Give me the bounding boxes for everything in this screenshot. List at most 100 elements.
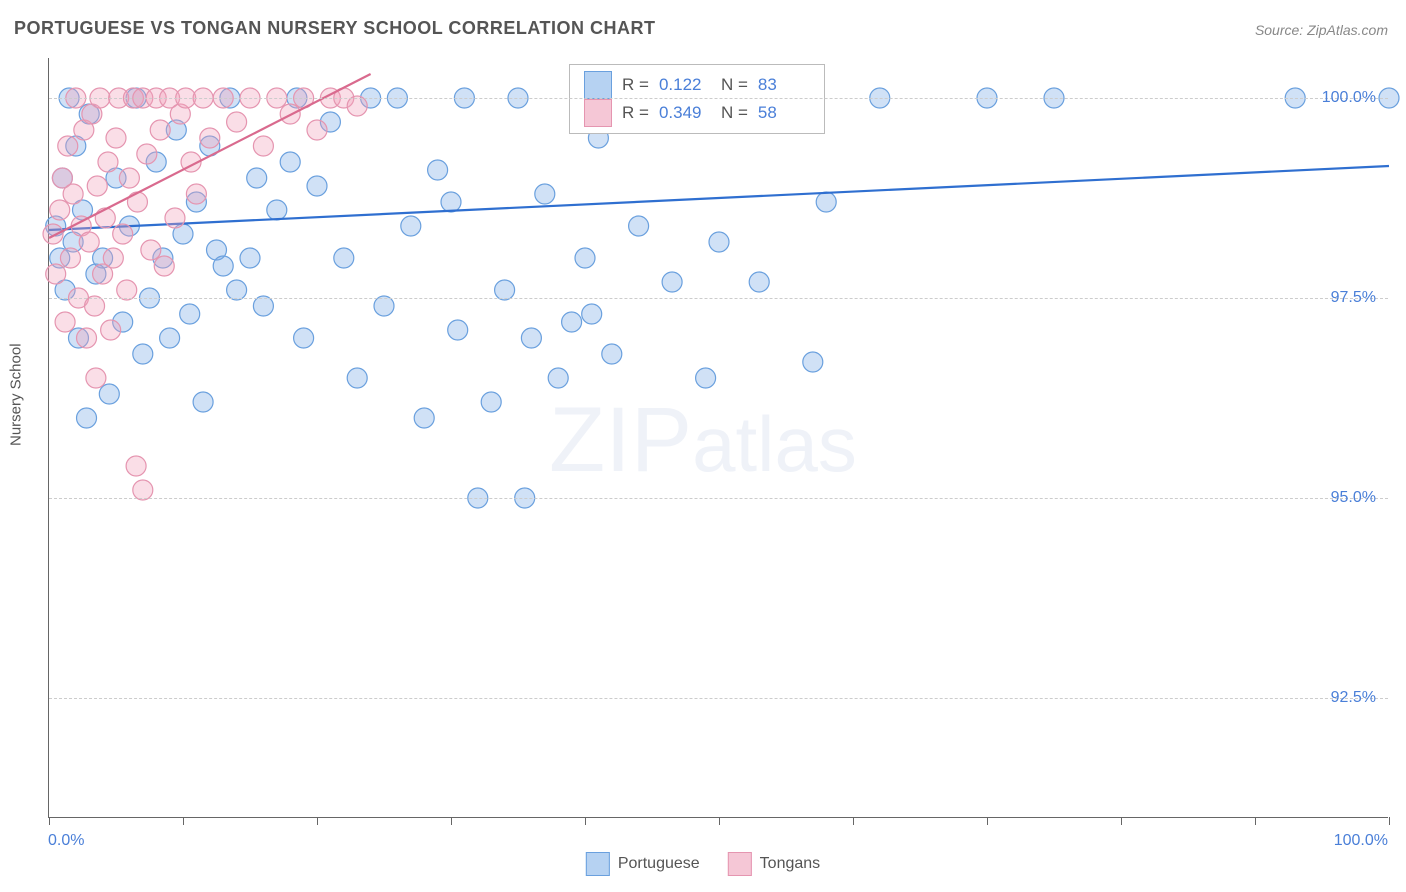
stats-N-label: N = xyxy=(721,71,748,99)
data-point xyxy=(79,232,99,252)
data-point xyxy=(77,408,97,428)
x-tick xyxy=(719,817,720,825)
data-point xyxy=(441,192,461,212)
data-point xyxy=(294,328,314,348)
data-point xyxy=(334,248,354,268)
data-point xyxy=(106,128,126,148)
gridline xyxy=(49,298,1388,299)
data-point xyxy=(562,312,582,332)
x-tick xyxy=(585,817,586,825)
data-point xyxy=(247,168,267,188)
data-point xyxy=(186,184,206,204)
chart-container: PORTUGUESE VS TONGAN NURSERY SCHOOL CORR… xyxy=(0,0,1406,892)
data-point xyxy=(696,368,716,388)
data-point xyxy=(347,368,367,388)
stats-N-value: 58 xyxy=(758,99,810,127)
x-max-label: 100.0% xyxy=(1334,832,1388,850)
data-point xyxy=(602,344,622,364)
data-point xyxy=(160,328,180,348)
data-point xyxy=(126,456,146,476)
x-tick xyxy=(317,817,318,825)
data-point xyxy=(582,304,602,324)
data-point xyxy=(280,152,300,172)
data-point xyxy=(267,200,287,220)
data-point xyxy=(180,304,200,324)
data-point xyxy=(60,248,80,268)
legend-swatch xyxy=(584,99,612,127)
data-point xyxy=(749,272,769,292)
data-point xyxy=(55,312,75,332)
data-point xyxy=(213,256,233,276)
data-point xyxy=(307,176,327,196)
data-point xyxy=(629,216,649,236)
x-min-label: 0.0% xyxy=(48,832,84,850)
data-point xyxy=(99,384,119,404)
plot-area: ZIPatlas R =0.122N =83R =0.349N =58 92.5… xyxy=(48,58,1388,818)
data-point xyxy=(86,368,106,388)
data-point xyxy=(43,224,63,244)
x-tick xyxy=(1255,817,1256,825)
legend-swatch xyxy=(584,71,612,99)
data-point xyxy=(709,232,729,252)
data-point xyxy=(193,392,213,412)
data-point xyxy=(95,208,115,228)
data-point xyxy=(150,120,170,140)
legend-swatch xyxy=(586,852,610,876)
x-tick xyxy=(49,817,50,825)
data-point xyxy=(227,280,247,300)
data-point xyxy=(803,352,823,372)
data-point xyxy=(46,264,66,284)
data-point xyxy=(481,392,501,412)
data-point xyxy=(133,344,153,364)
data-point xyxy=(113,224,133,244)
data-point xyxy=(119,168,139,188)
legend-label: Portuguese xyxy=(618,855,700,873)
y-tick-label: 97.5% xyxy=(1331,289,1376,307)
data-point xyxy=(154,256,174,276)
data-point xyxy=(165,208,185,228)
stats-R-label: R = xyxy=(622,71,649,99)
data-point xyxy=(63,184,83,204)
x-tick xyxy=(183,817,184,825)
stats-R-value: 0.122 xyxy=(659,71,711,99)
data-point xyxy=(535,184,555,204)
data-point xyxy=(401,216,421,236)
data-point xyxy=(200,128,220,148)
data-point xyxy=(127,192,147,212)
gridline xyxy=(49,498,1388,499)
data-point xyxy=(816,192,836,212)
legend-label: Tongans xyxy=(760,855,821,873)
data-point xyxy=(521,328,541,348)
x-tick xyxy=(853,817,854,825)
data-point xyxy=(253,136,273,156)
bottom-legend: Portuguese Tongans xyxy=(586,852,820,876)
y-tick-label: 100.0% xyxy=(1322,89,1376,107)
data-point xyxy=(240,248,260,268)
data-point xyxy=(117,280,137,300)
stats-R-value: 0.349 xyxy=(659,99,711,127)
data-point xyxy=(495,280,515,300)
data-point xyxy=(85,296,105,316)
data-point xyxy=(253,296,273,316)
gridline xyxy=(49,698,1388,699)
chart-title: PORTUGUESE VS TONGAN NURSERY SCHOOL CORR… xyxy=(14,18,656,39)
y-axis-label: Nursery School xyxy=(8,343,25,446)
data-point xyxy=(662,272,682,292)
data-point xyxy=(227,112,247,132)
data-point xyxy=(428,160,448,180)
data-point xyxy=(77,328,97,348)
legend-item: Portuguese xyxy=(586,852,700,876)
x-tick xyxy=(1389,817,1390,825)
gridline xyxy=(49,98,1388,99)
source-label: Source: ZipAtlas.com xyxy=(1255,22,1388,38)
data-point xyxy=(101,320,121,340)
x-tick xyxy=(987,817,988,825)
data-point xyxy=(133,480,153,500)
plot-svg xyxy=(49,58,1389,818)
data-point xyxy=(50,200,70,220)
data-point xyxy=(137,144,157,164)
data-point xyxy=(58,136,78,156)
x-tick xyxy=(451,817,452,825)
data-point xyxy=(141,240,161,260)
data-point xyxy=(87,176,107,196)
